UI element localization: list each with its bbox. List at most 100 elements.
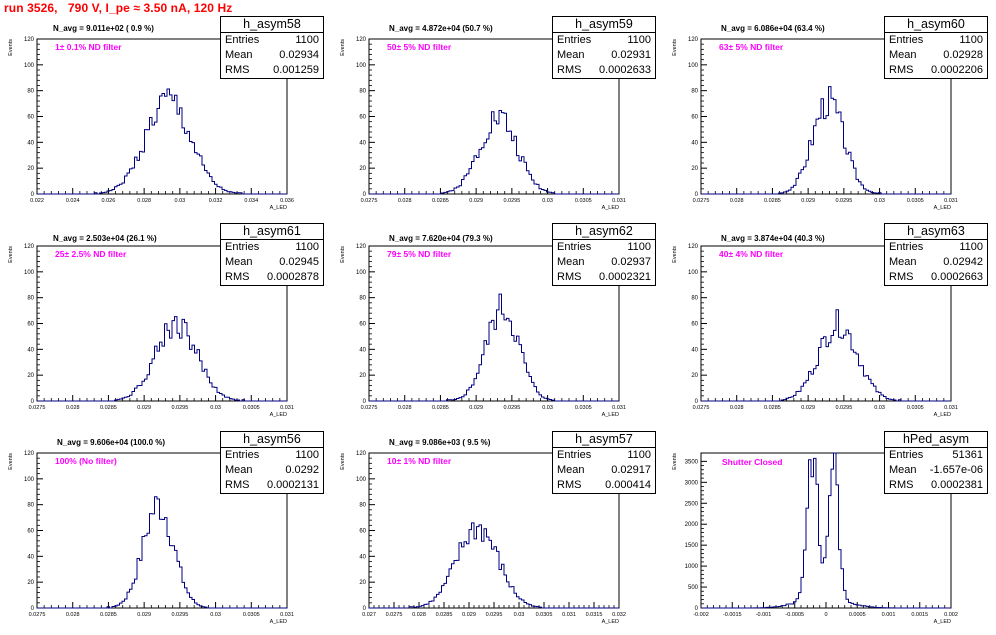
stats-key: Entries: [225, 34, 260, 46]
y-tick-label: 80: [359, 296, 366, 302]
histogram-plot: 0 20 40 60 80 100 120 0.0275 0.028 0.0285 0.029 0.0…: [340, 244, 626, 418]
y-tick-label: 40: [27, 140, 34, 146]
stats-row-rms: RMS 0.0002633: [553, 63, 655, 78]
stats-value: 0.02917: [611, 464, 651, 476]
stats-key: Mean: [889, 256, 917, 268]
x-tick-label: 0.0295: [171, 405, 188, 411]
x-tick-label: 0.0295: [503, 198, 520, 204]
x-tick-label: 0.028: [66, 612, 80, 618]
y-tick-label: 120: [24, 37, 35, 43]
y-tick-label: 0: [363, 399, 367, 405]
y-tick-label: 60: [27, 322, 34, 328]
histogram-plot: 0 20 40 60 80 100 120 0.0275 0.028 0.0285 0.029 0.0…: [672, 244, 958, 418]
y-tick-label: 40: [359, 140, 366, 146]
stats-box: h_asym59 Entries 1100 Mean 0.02931 RMS 0.00026…: [552, 16, 656, 79]
x-tick-label: 0.031: [280, 612, 294, 618]
y-tick-label: 40: [691, 140, 698, 146]
y-tick-label: 120: [356, 451, 367, 457]
histogram-line: [369, 110, 619, 195]
y-tick-label: 60: [691, 322, 698, 328]
filter-label: 50± 5% ND filter: [387, 42, 452, 52]
x-tick-label: 0.029: [801, 198, 815, 204]
x-tick-label: 0.028: [412, 612, 426, 618]
y-tick-label: 120: [356, 244, 367, 250]
y-tick-label: 40: [359, 554, 366, 560]
x-tick-label: 0.0275: [693, 405, 710, 411]
histogram-plot: 0 20 40 60 80 100 120 0.027 0.0275 0.028 0.0285 0.0…: [340, 451, 626, 625]
stats-row-rms: RMS 0.0002321: [553, 270, 655, 285]
y-tick-label: 0: [695, 192, 699, 198]
x-tick-label: 0.031: [944, 405, 958, 411]
y-tick-label: 1000: [685, 564, 699, 570]
x-tick-label: 0.0275: [361, 198, 378, 204]
y-axis-label: Events: [340, 453, 346, 470]
histogram-line: [701, 309, 951, 402]
stats-row-mean: Mean 0.02937: [553, 255, 655, 270]
stats-key: RMS: [889, 479, 914, 491]
stats-key: Mean: [225, 256, 253, 268]
x-axis-label: A_LED: [270, 205, 287, 211]
x-tick-label: 0.0305: [536, 612, 553, 618]
histogram-plot: 0 20 40 60 80 100 120 0.022 0.024 0.026 0.028 0.03 0…: [8, 37, 294, 211]
y-tick-label: 80: [27, 89, 34, 95]
y-tick-label: 100: [356, 63, 367, 69]
y-tick-label: 120: [688, 37, 699, 43]
stats-histogram-name: h_asym57: [553, 432, 655, 448]
x-tick-label: 0.028: [730, 198, 744, 204]
y-tick-label: 20: [27, 373, 34, 379]
stats-histogram-name: h_asym59: [553, 17, 655, 33]
histogram-panel-h_asym58: 0 20 40 60 80 100 120 0.022 0.024 0.026 0.028 0.03 0…: [0, 14, 332, 221]
y-tick-label: 80: [27, 503, 34, 509]
stats-row-entries: Entries 1100: [885, 240, 987, 255]
y-tick-label: 0: [363, 606, 367, 612]
navg-label: N_avg = 9.606e+04 (100.0 %): [57, 438, 166, 447]
x-tick-label: 0.0275: [29, 405, 46, 411]
stats-box: h_asym57 Entries 1100 Mean 0.02917 RMS 0.00041…: [552, 431, 656, 494]
stats-box: h_asym60 Entries 1100 Mean 0.02928 RMS 0.00022…: [884, 16, 988, 79]
y-tick-label: 20: [27, 580, 34, 586]
stats-key: Mean: [889, 464, 917, 476]
stats-row-rms: RMS 0.0002878: [221, 270, 323, 285]
stats-key: RMS: [225, 479, 250, 491]
histogram-line: [701, 86, 951, 195]
stats-key: RMS: [557, 64, 582, 76]
navg-label: N_avg = 9.086e+03 ( 9.5 %): [389, 438, 491, 447]
stats-row-rms: RMS 0.000414: [553, 478, 655, 493]
x-tick-label: 0.028: [730, 405, 744, 411]
y-axis-label: Events: [672, 39, 678, 56]
y-axis-label: Events: [340, 246, 346, 263]
histogram-panel-hPed_asym: 0 500 1000 1500 2000 2500 3000 3500 -0.002 -0.001…: [664, 428, 996, 635]
x-tick-label: 0.0285: [100, 612, 117, 618]
y-tick-label: 0: [31, 606, 35, 612]
stats-value: 1100: [959, 241, 983, 253]
histogram-panel-h_asym59: 0 20 40 60 80 100 120 0.0275 0.028 0.0285 0.029 0.0…: [332, 14, 664, 221]
histogram-line: [369, 293, 619, 402]
y-tick-label: 0: [695, 606, 699, 612]
y-tick-label: 120: [688, 244, 699, 250]
y-tick-label: 40: [691, 347, 698, 353]
x-tick-label: 0.03: [514, 612, 525, 618]
stats-key: Mean: [225, 464, 253, 476]
stats-histogram-name: h_asym56: [221, 432, 323, 448]
x-axis-label: A_LED: [270, 619, 287, 625]
x-tick-label: 0.0285: [764, 405, 781, 411]
stats-key: Entries: [557, 241, 592, 253]
stats-key: Entries: [225, 241, 260, 253]
stats-box: h_asym61 Entries 1100 Mean 0.02945 RMS 0.00028…: [220, 223, 324, 286]
stats-value: 0.0002878: [267, 271, 319, 283]
x-tick-label: 0.0005: [849, 612, 866, 618]
histogram-line: [701, 452, 951, 609]
histogram-line: [37, 496, 287, 609]
histogram-panel-h_asym62: 0 20 40 60 80 100 120 0.0275 0.028 0.0285 0.029 0.0…: [332, 221, 664, 428]
x-tick-label: 0.0305: [907, 405, 924, 411]
stats-row-rms: RMS 0.0002663: [885, 270, 987, 285]
stats-row-mean: Mean 0.02942: [885, 255, 987, 270]
stats-key: Entries: [557, 34, 592, 46]
y-tick-label: 100: [356, 270, 367, 276]
filter-label: 40± 4% ND filter: [719, 249, 784, 259]
stats-row-mean: Mean 0.02917: [553, 463, 655, 478]
y-tick-label: 0: [31, 192, 35, 198]
navg-label: N_avg = 9.011e+02 ( 0.9 %): [53, 24, 154, 33]
histogram-panel-h_asym57: 0 20 40 60 80 100 120 0.027 0.0275 0.028 0.0285 0.0…: [332, 428, 664, 635]
x-axis-label: A_LED: [270, 412, 287, 418]
